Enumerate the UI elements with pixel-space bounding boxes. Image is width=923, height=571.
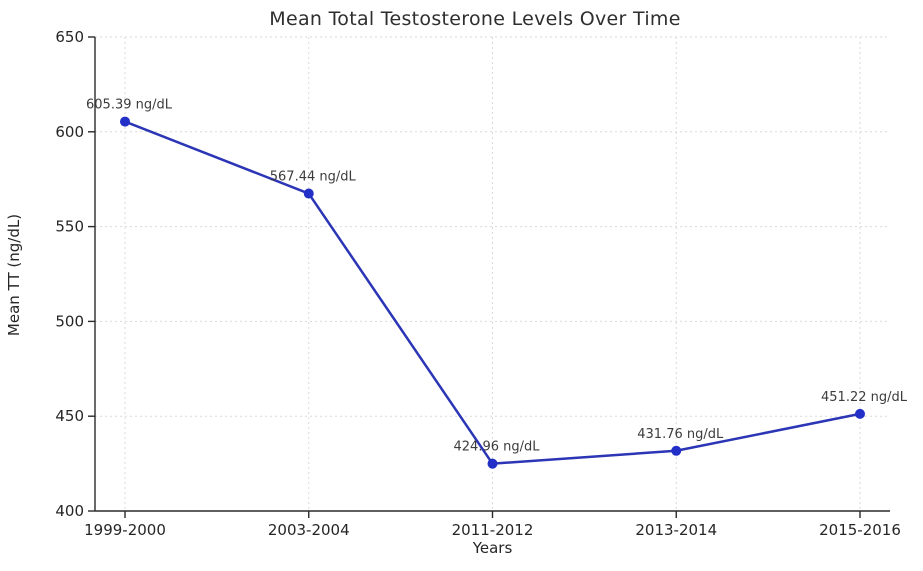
x-tick-label: 2013-2014 bbox=[635, 521, 717, 539]
data-point-label: 424.96 ng/dL bbox=[454, 440, 541, 455]
data-point-marker bbox=[487, 458, 498, 469]
data-point-label: 431.76 ng/dL bbox=[637, 427, 724, 442]
x-tick-label: 2015-2016 bbox=[819, 521, 901, 539]
x-tick-label: 2011-2012 bbox=[452, 521, 534, 539]
data-point-marker bbox=[671, 445, 682, 456]
chart-title: Mean Total Testosterone Levels Over Time bbox=[269, 8, 681, 30]
y-tick-label: 600 bbox=[55, 123, 84, 141]
y-tick-label: 650 bbox=[55, 28, 84, 46]
data-point-label: 567.44 ng/dL bbox=[270, 170, 357, 185]
data-point-label: 605.39 ng/dL bbox=[86, 98, 173, 113]
data-point-marker bbox=[303, 188, 314, 199]
y-tick-label: 400 bbox=[55, 502, 84, 520]
x-tick-label: 1999-2000 bbox=[84, 521, 166, 539]
y-tick-label: 450 bbox=[55, 407, 84, 425]
data-point-label: 451.22 ng/dL bbox=[821, 390, 908, 405]
y-tick-label: 550 bbox=[55, 218, 84, 236]
data-point-marker bbox=[855, 408, 865, 419]
x-axis-label: Years bbox=[472, 539, 513, 557]
data-point-marker bbox=[120, 116, 130, 127]
x-tick-label: 2003-2004 bbox=[268, 521, 350, 539]
y-tick-label: 500 bbox=[55, 312, 84, 330]
